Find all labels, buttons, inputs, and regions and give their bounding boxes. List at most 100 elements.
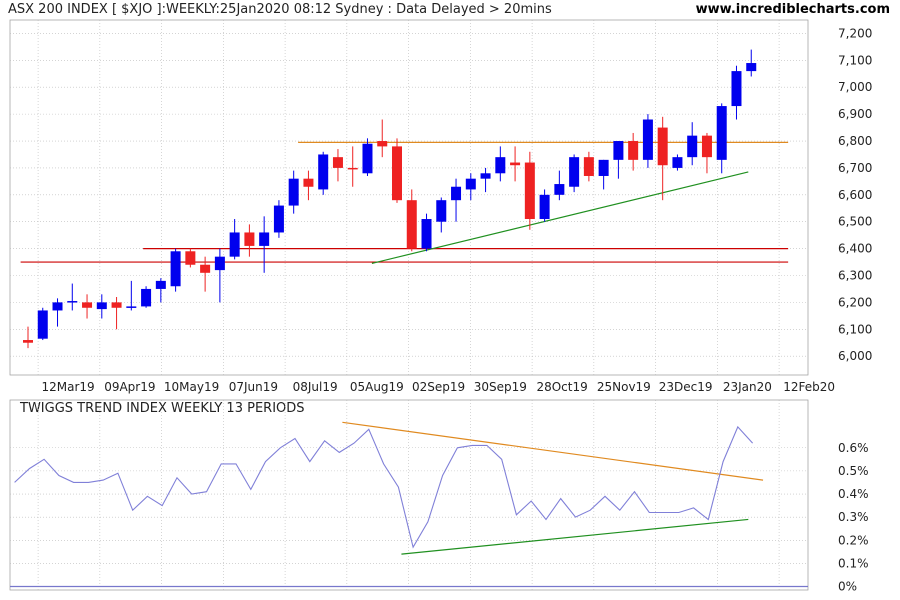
indicator-y-tick-label: 0%	[838, 580, 857, 594]
candle	[273, 200, 284, 238]
candle-body	[716, 106, 727, 160]
price-y-tick-label: 6,100	[838, 322, 872, 336]
price-y-tick-label: 7,100	[838, 53, 872, 67]
candle	[67, 283, 78, 311]
indicator-y-tick-label: 0.4%	[838, 487, 869, 501]
x-tick-label: 12Feb20	[783, 380, 835, 394]
candle-body	[451, 186, 462, 201]
candle	[746, 49, 757, 77]
candle-body	[480, 173, 491, 179]
chart-title: ASX 200 INDEX [ $XJO ]:WEEKLY:25Jan2020 …	[8, 2, 552, 17]
indicator-resistance-trendline	[342, 421, 764, 481]
candle-body	[377, 141, 388, 147]
candle	[303, 170, 314, 201]
candle-body	[642, 119, 653, 160]
x-tick-label: 12Mar19	[42, 380, 95, 394]
candle-body	[229, 232, 240, 257]
axis-layer: 6,000 6,100 6,200 6,300 6,400 6,500 6,600 6,700…	[42, 26, 873, 593]
candle	[598, 159, 609, 190]
candle	[451, 178, 462, 222]
candle-body	[510, 162, 521, 166]
candle	[731, 65, 742, 120]
x-tick-label: 23Jan20	[723, 380, 772, 394]
candle	[716, 103, 727, 174]
candle-body	[214, 256, 225, 271]
x-tick-label: 25Nov19	[597, 380, 651, 394]
candle-body	[406, 200, 417, 249]
candle	[642, 114, 653, 168]
indicator-y-tick-label: 0.3%	[838, 510, 869, 524]
candle-body	[569, 157, 580, 187]
price-y-tick-label: 6,300	[838, 268, 872, 282]
x-tick-label: 28Oct19	[536, 380, 587, 394]
candle-body	[111, 302, 122, 308]
x-tick-label: 05Aug19	[350, 380, 404, 394]
candle	[657, 116, 668, 201]
candle	[465, 173, 476, 201]
candle-body	[672, 157, 683, 168]
price-support-trendline	[371, 171, 749, 264]
indicator-layer	[10, 421, 808, 588]
price-y-tick-label: 7,000	[838, 80, 872, 94]
candle	[185, 248, 196, 268]
candle	[524, 151, 535, 230]
candle-body	[259, 232, 270, 246]
indicator-panel-frame	[9, 399, 809, 591]
x-tick-label: 09Apr19	[104, 380, 155, 394]
candle	[347, 146, 358, 187]
candle	[170, 248, 181, 292]
candle	[96, 294, 107, 319]
candle	[259, 216, 270, 273]
x-tick-label: 10May19	[164, 380, 219, 394]
indicator-support-trendline	[401, 518, 749, 555]
candle	[288, 170, 299, 214]
candle	[480, 167, 491, 193]
candle-body	[436, 200, 447, 222]
candle-body	[288, 178, 299, 206]
candle-body	[273, 205, 284, 233]
candle-body	[701, 135, 712, 158]
indicator-y-tick-label: 0.1%	[838, 556, 869, 570]
candle-body	[155, 280, 166, 289]
candle	[701, 132, 712, 174]
candle	[37, 307, 48, 341]
candle-body	[52, 302, 63, 311]
candle-body	[731, 71, 742, 107]
candle-body	[185, 251, 196, 265]
candle	[229, 219, 240, 260]
candle	[628, 132, 639, 171]
candle-body	[244, 232, 255, 246]
candle	[362, 138, 373, 176]
x-tick-label: 23Dec19	[659, 380, 713, 394]
candle	[244, 224, 255, 257]
candle-body	[598, 159, 609, 176]
candle-body	[421, 219, 432, 249]
candle-body	[613, 141, 624, 160]
price-y-tick-label: 6,200	[838, 295, 872, 309]
candle-body	[465, 178, 476, 190]
candle	[687, 122, 698, 166]
price-layer	[20, 49, 789, 349]
candle	[436, 197, 447, 233]
candle	[200, 256, 211, 292]
candle	[214, 248, 225, 303]
candle	[406, 189, 417, 252]
candle-body	[392, 146, 402, 201]
candle	[318, 151, 329, 195]
candle-body	[554, 184, 565, 195]
candle-body	[126, 306, 137, 308]
candle-body	[170, 251, 181, 287]
indicator-title: TWIGGS TREND INDEX WEEKLY 13 PERIODS	[20, 401, 305, 416]
candle	[421, 213, 432, 252]
candle-body	[657, 127, 668, 166]
candle	[155, 278, 166, 303]
indicator-y-tick-label: 0.2%	[838, 533, 869, 547]
candle	[126, 280, 137, 311]
candle	[377, 119, 388, 158]
candle	[52, 298, 63, 327]
candle	[554, 170, 565, 201]
brand-link[interactable]: www.incrediblecharts.com	[695, 2, 890, 17]
candle-body	[96, 302, 107, 310]
candle-body	[332, 157, 343, 168]
